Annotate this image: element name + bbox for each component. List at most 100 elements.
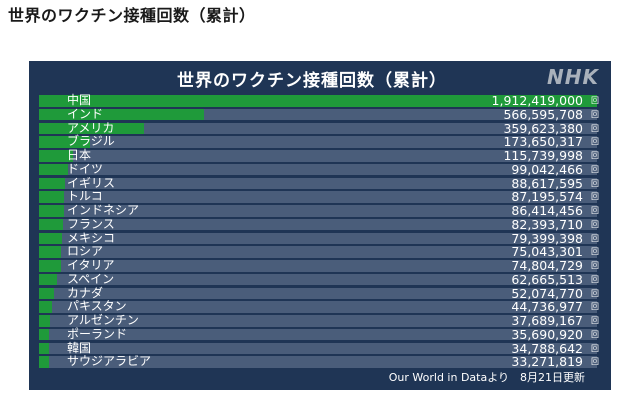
- value-label: 34,788,642: [511, 340, 583, 356]
- bar-track: [39, 273, 597, 286]
- value-label: 33,271,819: [511, 354, 583, 370]
- category-label: ドイツ: [67, 161, 104, 176]
- bar-track: [39, 163, 597, 176]
- unit-label: 回: [591, 274, 599, 284]
- bar-track: [39, 246, 597, 258]
- unit-label: 回: [591, 206, 599, 215]
- value-label: 37,689,167: [511, 313, 583, 328]
- bar-track: [39, 328, 597, 341]
- bar-track: [39, 218, 597, 231]
- unit-label: 回: [591, 233, 599, 243]
- unit-label: 回: [591, 109, 599, 119]
- bar: [39, 232, 63, 245]
- bar: [39, 246, 61, 258]
- bar-row: ブラジル 173,650,317 回: [39, 134, 603, 150]
- bar: [39, 260, 61, 272]
- bar-row: ロシア 75,043,301 回: [39, 244, 603, 259]
- bar-track: [39, 191, 597, 203]
- value-label: 74,804,729: [511, 258, 583, 273]
- category-label: インドネシア: [67, 203, 140, 217]
- category-label: トルコ: [67, 189, 103, 204]
- unit-label: 回: [591, 151, 599, 160]
- unit-label: 回: [591, 343, 599, 353]
- chart-title: 世界のワクチン接種回数（累計）: [177, 71, 447, 91]
- category-label: スペイン: [67, 271, 115, 286]
- category-label: インド: [67, 106, 104, 121]
- value-label: 173,650,317: [503, 134, 583, 150]
- unit-label: 回: [591, 192, 599, 202]
- value-label: 62,665,513: [511, 271, 583, 287]
- bar-track: [39, 205, 597, 217]
- value-label: 566,595,708: [503, 106, 583, 122]
- bar-track: [39, 136, 597, 148]
- bar-track: [39, 356, 597, 368]
- bar-row: インドネシア 86,414,456 回: [39, 203, 603, 217]
- bar-track: [39, 150, 597, 162]
- chart-panel: 世界のワクチン接種回数（累計） NHK 中国 1,912,419,000 回インド 5…: [29, 61, 611, 390]
- bar: [39, 150, 73, 162]
- value-label: 35,690,920: [511, 326, 583, 342]
- bar-row: カナダ 52,074,770 回: [39, 285, 603, 300]
- bar-row: フランス 82,393,710 回: [39, 216, 603, 232]
- unit-label: 回: [591, 247, 599, 257]
- unit-label: 回: [591, 137, 599, 147]
- category-label: カナダ: [67, 285, 104, 300]
- bar-track: [39, 315, 597, 327]
- unit-label: 回: [591, 96, 599, 105]
- category-label: サウジアラビア: [67, 354, 152, 369]
- category-label: ロシア: [67, 244, 104, 259]
- value-label: 87,195,574: [511, 189, 583, 205]
- bar: [39, 218, 64, 231]
- bar-row: パキスタン 44,736,977 回: [39, 299, 603, 314]
- category-label: パキスタン: [67, 299, 127, 314]
- value-label: 82,393,710: [511, 216, 583, 232]
- bar: [39, 122, 144, 135]
- value-label: 99,042,466: [511, 161, 583, 177]
- bar-track: [39, 177, 597, 190]
- nhk-logo: NHK: [547, 65, 599, 89]
- unit-label: 回: [591, 329, 599, 339]
- unit-label: 回: [591, 123, 599, 133]
- unit-label: 回: [591, 164, 599, 174]
- value-label: 88,617,595: [511, 175, 583, 191]
- category-label: メキシコ: [67, 230, 116, 245]
- bar: [39, 95, 597, 107]
- category-label: ポーランド: [67, 326, 128, 341]
- unit-label: 回: [591, 302, 599, 312]
- value-label: 115,739,998: [503, 148, 583, 163]
- category-label: アメリカ: [67, 120, 115, 135]
- bar-row: アメリカ 359,623,380 回: [39, 120, 603, 135]
- bar: [39, 177, 65, 190]
- source-note: Our World in Dataより 8月21日更新: [388, 371, 585, 384]
- bar-track: [39, 287, 597, 300]
- bar: [39, 163, 68, 176]
- page-heading: 世界のワクチン接種回数（累計）: [8, 6, 256, 25]
- bar: [39, 191, 65, 203]
- category-label: フランス: [67, 216, 115, 231]
- unit-label: 回: [591, 178, 599, 188]
- bar-track: [39, 342, 597, 355]
- bar-track: [39, 301, 597, 313]
- bar-row: サウジアラビア 33,271,819 回: [39, 354, 603, 370]
- category-label: 日本: [67, 148, 92, 162]
- bar: [39, 328, 50, 341]
- bar: [39, 136, 90, 148]
- bar-track: [39, 260, 597, 272]
- bar: [39, 108, 205, 121]
- unit-label: 回: [591, 288, 599, 298]
- value-label: 1,912,419,000: [491, 93, 583, 108]
- category-label: アルゼンチン: [67, 313, 139, 327]
- unit-label: 回: [591, 261, 599, 270]
- bar-row: 韓国 34,788,642 回: [39, 340, 603, 356]
- bar: [39, 205, 65, 217]
- bar: [39, 315, 50, 327]
- bar-track: [39, 122, 597, 135]
- bar-row: イギリス 88,617,595 回: [39, 175, 603, 191]
- bar: [39, 287, 55, 300]
- bar-row: アルゼンチン 37,689,167 回: [39, 313, 603, 328]
- category-label: 韓国: [67, 340, 92, 355]
- category-label: 中国: [67, 93, 92, 107]
- bar: [39, 273, 58, 286]
- category-label: イギリス: [67, 175, 116, 190]
- category-label: ブラジル: [67, 134, 115, 149]
